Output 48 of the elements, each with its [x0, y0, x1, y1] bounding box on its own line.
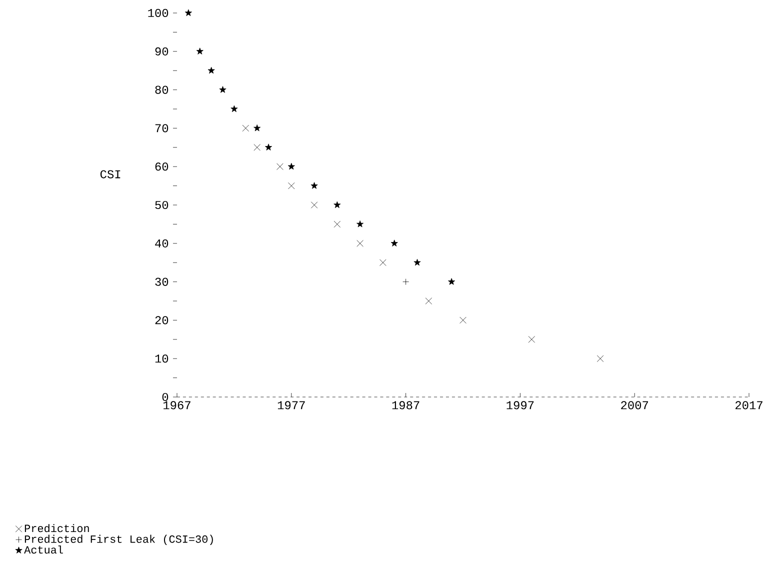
x-tick-label: 1997	[506, 401, 534, 410]
point	[356, 220, 364, 228]
point	[448, 278, 456, 285]
y-tick-label: 20	[155, 316, 168, 324]
point	[288, 162, 295, 170]
y-tick-label: 10	[155, 354, 168, 363]
x-tick-label: 1967	[164, 401, 190, 410]
point	[356, 240, 364, 247]
point	[310, 202, 318, 208]
y-tick-label: 40	[155, 239, 168, 248]
point	[425, 298, 432, 304]
point	[402, 278, 409, 285]
point	[460, 316, 466, 324]
x-tick-label: 2017	[736, 401, 762, 410]
y-tick-label: 60	[155, 162, 168, 171]
x-tick-label: 1977	[278, 401, 305, 410]
point	[334, 220, 341, 228]
point	[528, 336, 536, 343]
point	[184, 9, 192, 16]
y-tick-label: 70	[155, 124, 168, 132]
point	[208, 66, 215, 74]
y-tick-label: 50	[155, 200, 168, 210]
point	[230, 105, 238, 112]
x-tick-label: 1987	[392, 401, 420, 410]
point	[288, 182, 295, 190]
x-tick-label: 2007	[621, 401, 648, 410]
y-tick-label: 90	[155, 47, 168, 56]
y-axis-title: CSI	[100, 170, 120, 178]
y-tick-label: 0	[162, 392, 168, 402]
legend-label: Actual	[24, 546, 63, 554]
legend-label: Predicted First Leak (CSI=30)	[24, 534, 213, 546]
legend-label: Prediction	[24, 524, 89, 532]
y-tick-label: 30	[155, 278, 168, 286]
point	[310, 182, 318, 189]
y-tick-label: 100	[148, 8, 168, 18]
point	[196, 48, 204, 54]
point	[276, 163, 284, 170]
point	[265, 144, 272, 150]
point	[596, 355, 604, 362]
y-tick-label: 80	[155, 86, 168, 94]
point	[242, 124, 250, 132]
point	[380, 259, 386, 266]
point	[219, 86, 226, 93]
point	[254, 124, 261, 132]
point	[254, 144, 260, 151]
point	[390, 240, 398, 246]
point	[414, 258, 421, 266]
point	[334, 201, 341, 208]
